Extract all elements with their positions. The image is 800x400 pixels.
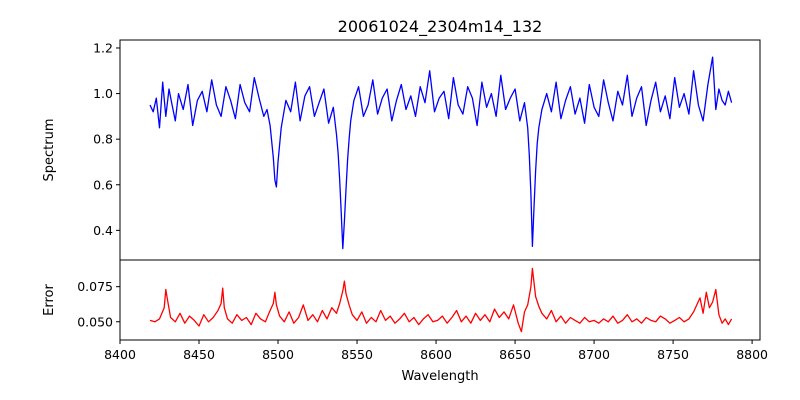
spectrum-axes-frame: [119, 39, 761, 261]
x-tick-label: 8450: [183, 347, 215, 362]
error-plot-area: [149, 267, 733, 333]
x-tick-label: 8400: [104, 347, 136, 362]
x-tick-label: 8550: [341, 347, 373, 362]
x-tick-label: 8750: [657, 347, 689, 362]
error-series-line-0: [149, 267, 733, 333]
x-axis-label: Wavelength: [401, 369, 478, 384]
spectrum-plot-area: [149, 56, 733, 250]
spectrum-panel: 0.4 0.6 0.8 1.0 1.2 Spectrum: [42, 39, 761, 261]
x-axis: 8400 8450 8500 8550 8600 8650 8700 8750 8800: [104, 340, 768, 362]
spectrum-series-line-0: [149, 56, 733, 250]
spectrum-y-tick-label: 0.8: [93, 132, 113, 147]
error-y-label: Error: [42, 284, 57, 316]
error-axes-frame: [119, 259, 761, 341]
spectrum-y-axis: 0.4 0.6 0.8 1.0 1.2: [93, 40, 120, 238]
x-tick-label: 8600: [420, 347, 452, 362]
error-y-tick-label: 0.050: [77, 314, 113, 329]
x-tick-label: 8800: [736, 347, 768, 362]
chart-title: 20061024_2304m14_132: [338, 17, 543, 37]
error-y-tick-label: 0.075: [77, 279, 113, 294]
spectrum-y-tick-label: 1.0: [93, 86, 113, 101]
spectrum-y-tick-label: 1.2: [93, 40, 113, 55]
x-tick-label: 8650: [499, 347, 531, 362]
spectrum-y-label: Spectrum: [42, 119, 57, 182]
error-y-axis: 0.050 0.075: [77, 279, 120, 329]
x-tick-label: 8700: [578, 347, 610, 362]
spectrum-y-tick-label: 0.4: [93, 223, 113, 238]
x-tick-label: 8500: [262, 347, 294, 362]
spectrum-y-tick-label: 0.6: [93, 177, 113, 192]
